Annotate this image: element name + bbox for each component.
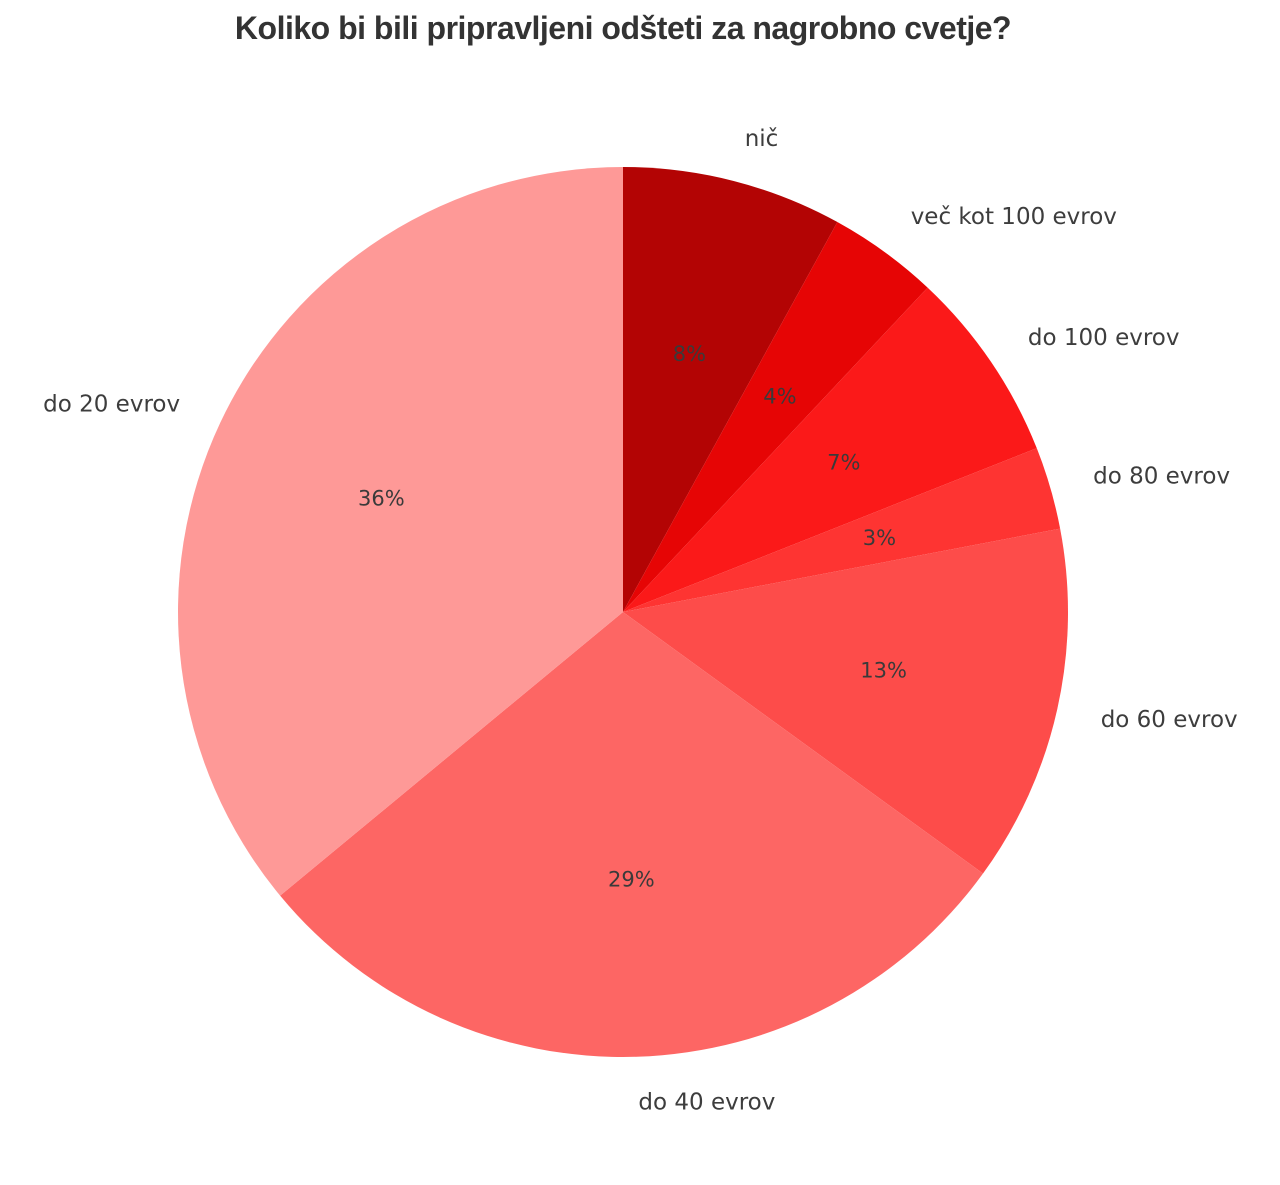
pie-pct-label-1: 4% [763, 384, 796, 408]
pie-slice-5-do-40-evrov [280, 612, 984, 1057]
pie-pct-label-4: 13% [860, 659, 907, 683]
pie-slice-label-6-do-20-evrov: do 20 evrov [43, 392, 180, 418]
pie-slice-4-do-60-evrov [623, 528, 1068, 874]
chart-title: Koliko bi bili pripravljeni odšteti za n… [234, 10, 1012, 46]
pie-pct-label-5: 29% [608, 867, 655, 891]
pie-slice-label-3-do-80-evrov: do 80 evrov [1093, 463, 1230, 489]
pie-slice-3-do-80-evrov [623, 448, 1061, 612]
pie-slice-label-0-ni: nič [745, 126, 779, 152]
pie-slice-1-ve-kot-100-evrov [623, 222, 928, 613]
pie-slice-label-2-do-100-evrov: do 100 evrov [1028, 325, 1180, 351]
pie-pct-label-2: 7% [827, 450, 860, 474]
pie-slice-2-do-100-evrov [623, 287, 1037, 612]
pie-pct-label-0: 8% [673, 342, 706, 366]
pie-slice-label-4-do-60-evrov: do 60 evrov [1101, 707, 1238, 733]
pie-slice-label-5-do-40-evrov: do 40 evrov [638, 1089, 775, 1115]
pie-slice-6-do-20-evrov [178, 166, 624, 896]
pie-slice-label-1-ve-kot-100-evrov: več kot 100 evrov [911, 204, 1117, 230]
pie-pct-label-3: 3% [863, 526, 896, 550]
pie-slice-0-ni [623, 167, 838, 612]
pie-pct-label-6: 36% [358, 487, 405, 511]
